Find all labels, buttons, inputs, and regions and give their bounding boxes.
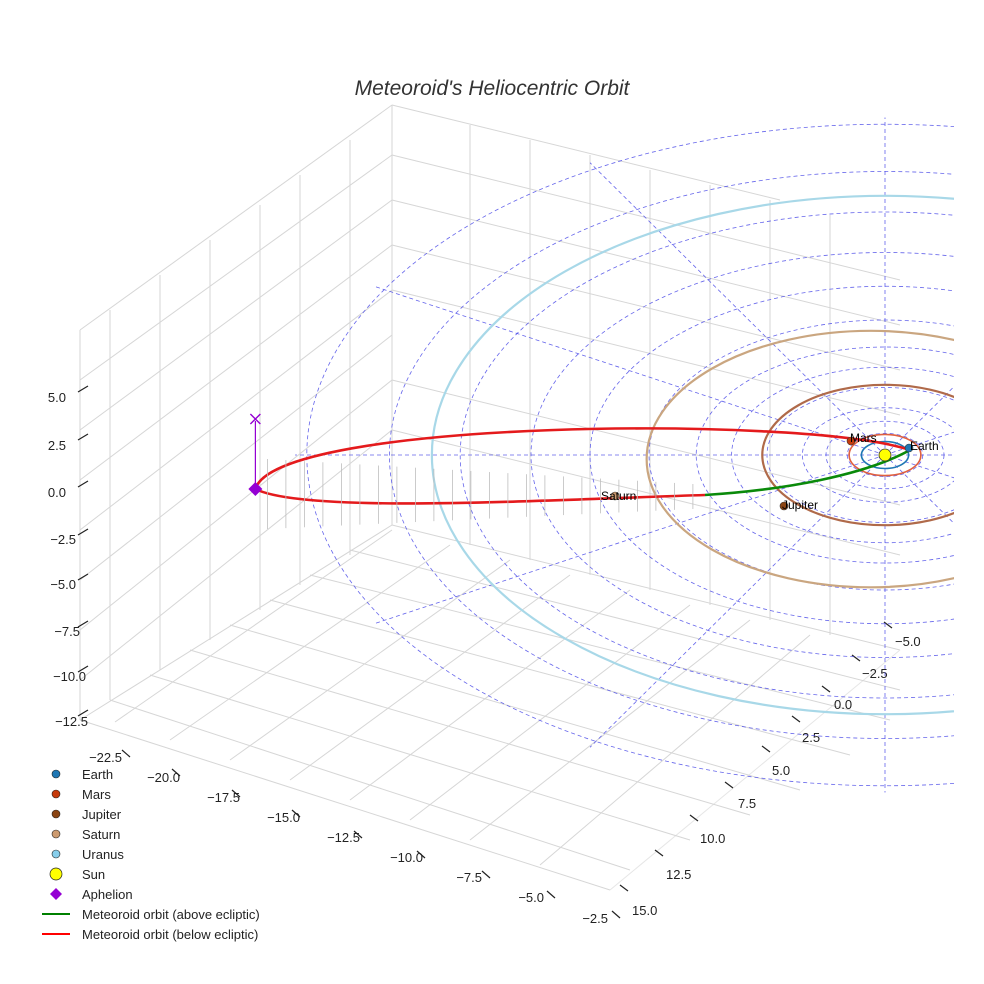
ecliptic-grid-spoke [589, 162, 886, 456]
legend-label: Meteoroid orbit (below ecliptic) [82, 927, 259, 942]
legend-label: Mars [82, 787, 111, 802]
ecliptic-grid-ring [459, 211, 954, 699]
legend-marker [49, 867, 63, 881]
ecliptic-grid-spoke [884, 431, 954, 456]
legend-item-saturn: Saturn [36, 826, 316, 846]
x-tick-label: −2.5 [582, 911, 608, 926]
planet-marker-mars [846, 436, 856, 446]
legend-item-uranus: Uranus [36, 846, 316, 866]
y-tick-label: 15.0 [632, 903, 657, 918]
z-tick-label: 0.0 [48, 485, 66, 500]
legend-marker [51, 809, 61, 819]
planet-label-earth: Earth [910, 439, 939, 453]
z-tick-label: 2.5 [48, 438, 66, 453]
ecliptic-grid-spoke [884, 454, 954, 479]
planet-marker-saturn [610, 491, 620, 501]
z-tick-label: −2.5 [50, 532, 76, 547]
axis-ticks [77, 385, 893, 919]
legend: Earth Mars Jupiter Saturn Uranus Sun Aph… [36, 766, 316, 946]
ecliptic-grid-spoke [373, 285, 886, 456]
orbit-saturn [645, 329, 954, 589]
z-tick-label: −7.5 [54, 624, 80, 639]
x-tick-label: −17.5 [207, 790, 240, 805]
planet-labels: Mars Earth Jupiter Saturn [601, 431, 939, 512]
x-tick-label: −20.0 [147, 770, 180, 785]
chart-title: Meteoroid's Heliocentric Orbit [355, 77, 631, 100]
x-tick-labels: −22.5 −20.0 −17.5 −15.0 −12.5 −10.0 −7.5… [89, 750, 608, 926]
meteoroid-orbit-below-upper [254, 427, 911, 490]
y-tick-label: 12.5 [666, 867, 691, 882]
y-tick-label: 7.5 [738, 796, 756, 811]
legend-marker [42, 933, 70, 935]
legend-item-aphelion: Aphelion [36, 886, 316, 906]
axes-box [79, 104, 901, 891]
planet-marker-jupiter [779, 501, 789, 511]
legend-marker [51, 789, 61, 799]
y-tick-label: 10.0 [700, 831, 725, 846]
sun-marker [878, 448, 892, 462]
z-tick-label: −5.0 [50, 577, 76, 592]
y-tick-label: 0.0 [834, 697, 852, 712]
meteoroid-orbit-above [704, 448, 911, 497]
aphelion-projection-marker [249, 413, 261, 425]
legend-marker [51, 769, 61, 779]
y-tick-label: −2.5 [862, 666, 888, 681]
legend-item-earth: Earth [36, 766, 316, 786]
legend-label: Sun [82, 867, 106, 882]
legend-label: Meteoroid orbit (above ecliptic) [82, 907, 260, 922]
y-tick-label: 5.0 [772, 763, 790, 778]
legend-item-jupiter: Jupiter [36, 806, 316, 826]
ecliptic-grid-ring [766, 387, 954, 523]
ecliptic-grid-spoke [373, 454, 886, 625]
legend-label: Saturn [82, 827, 121, 842]
planet-label-saturn: Saturn [601, 489, 636, 503]
x-tick-label: −12.5 [327, 830, 360, 845]
legend-item-orbit-below: Meteoroid orbit (below ecliptic) [36, 926, 316, 946]
orbit-scene [248, 117, 954, 793]
orbit-jupiter [761, 383, 954, 527]
planet-marker-earth [904, 443, 914, 453]
z-tick-label: 5.0 [48, 390, 66, 405]
z-tick-label: −12.5 [55, 714, 88, 729]
orbit-uranus [430, 194, 954, 716]
ecliptic-grid-spoke [884, 454, 954, 524]
legend-marker [51, 829, 61, 839]
aphelion-marker [248, 482, 263, 496]
planet-label-mars: Mars [850, 431, 877, 445]
y-tick-label: 2.5 [802, 730, 820, 745]
legend-label: Uranus [82, 847, 124, 862]
x-tick-label: −7.5 [456, 870, 482, 885]
legend-marker [51, 849, 61, 859]
ecliptic-grid-ring [802, 407, 954, 503]
legend-label: Aphelion [82, 887, 133, 902]
x-tick-label: −22.5 [89, 750, 122, 765]
legend-item-sun: Sun [36, 866, 316, 886]
x-tick-label: −15.0 [267, 810, 300, 825]
x-tick-label: −5.0 [518, 890, 544, 905]
legend-item-orbit-above: Meteoroid orbit (above ecliptic) [36, 906, 316, 926]
z-tick-label: −10.0 [53, 669, 86, 684]
y-tick-labels: −5.0 −2.5 0.0 2.5 5.0 7.5 10.0 12.5 15.0 [632, 634, 921, 918]
legend-marker [42, 913, 70, 915]
legend-label: Earth [82, 767, 114, 782]
x-tick-label: −10.0 [390, 850, 423, 865]
legend-marker [50, 888, 62, 900]
y-tick-label: −5.0 [895, 634, 921, 649]
planet-label-jupiter: Jupiter [782, 498, 818, 512]
z-tick-labels: 5.0 2.5 0.0 −2.5 −5.0 −7.5 −10.0 −12.5 [48, 390, 88, 729]
orbit-mars [848, 433, 922, 477]
ecliptic-grid-spoke [884, 386, 954, 456]
orbit-earth [860, 440, 910, 470]
legend-item-mars: Mars [36, 786, 316, 806]
ecliptic-grid-spoke [589, 454, 886, 748]
legend-label: Jupiter [82, 807, 122, 822]
